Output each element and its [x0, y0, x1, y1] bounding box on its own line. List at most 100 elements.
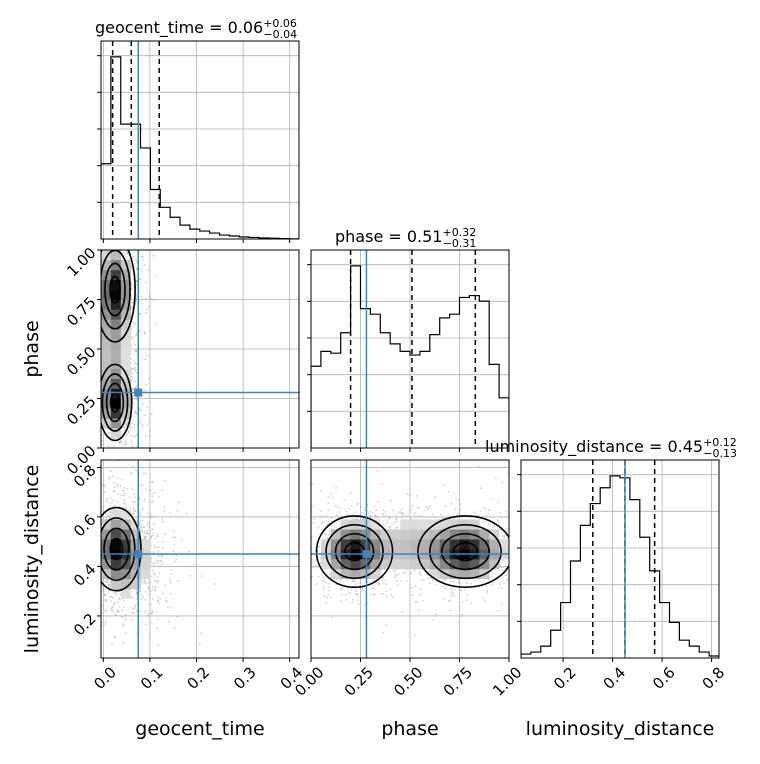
scatter-point — [102, 604, 104, 606]
scatter-point — [111, 242, 113, 244]
scatter-point — [479, 509, 482, 512]
scatter-point — [150, 536, 153, 539]
scatter-point — [134, 335, 137, 337]
density-cell — [419, 539, 431, 550]
scatter-point — [372, 579, 375, 581]
scatter-point — [432, 579, 434, 582]
scatter-point — [148, 294, 151, 297]
scatter-point — [94, 314, 96, 316]
scatter-point — [347, 580, 350, 583]
density-cell — [449, 519, 460, 530]
scatter-point — [139, 330, 142, 332]
scatter-point — [141, 579, 143, 581]
scatter-point — [103, 456, 105, 458]
scatter-point — [112, 597, 114, 599]
scatter-point — [98, 431, 100, 433]
scatter-point — [160, 518, 163, 520]
scatter-point — [327, 496, 330, 498]
scatter-point — [114, 458, 116, 460]
scatter-point — [163, 505, 166, 508]
scatter-point — [152, 500, 154, 502]
scatter-point — [497, 610, 499, 612]
scatter-point — [434, 516, 436, 519]
scatter-point — [156, 618, 159, 620]
scatter-point — [73, 503, 75, 505]
scatter-point — [94, 556, 96, 558]
scatter-point — [146, 532, 149, 535]
scatter-point — [133, 353, 136, 355]
scatter-point — [63, 536, 65, 538]
scatter-point — [88, 647, 90, 649]
scatter-point — [149, 515, 152, 518]
scatter-point — [97, 581, 99, 583]
scatter-point — [95, 587, 97, 589]
scatter-point — [92, 590, 94, 592]
scatter-point — [77, 562, 79, 564]
scatter-point — [95, 546, 97, 548]
scatter-point — [500, 530, 503, 532]
density-cell — [130, 539, 141, 550]
scatter-point — [497, 587, 500, 589]
density-cell — [101, 250, 112, 261]
scatter-point — [151, 495, 154, 498]
scatter-point — [135, 350, 138, 353]
scatter-point — [374, 514, 377, 517]
scatter-point — [58, 575, 60, 577]
density-cell — [330, 539, 341, 550]
scatter-point — [155, 323, 157, 326]
scatter-point — [89, 551, 91, 553]
scatter-point — [134, 410, 136, 412]
scatter-point — [130, 284, 133, 286]
scatter-point — [92, 363, 94, 365]
scatter-point — [373, 593, 375, 596]
scatter-point — [130, 472, 133, 475]
density-cell — [410, 559, 421, 570]
contour-line — [428, 524, 502, 580]
scatter-point — [97, 553, 99, 555]
scatter-point — [165, 599, 167, 602]
scatter-point — [104, 623, 106, 625]
scatter-point — [144, 536, 146, 539]
density-cell — [110, 578, 122, 589]
density-cell — [459, 539, 470, 550]
scatter-point — [150, 603, 152, 606]
scatter-point — [113, 490, 116, 493]
scatter-point — [102, 510, 104, 512]
scatter-point — [501, 569, 504, 571]
scatter-point — [148, 522, 150, 525]
scatter-point — [145, 281, 147, 284]
scatter-point — [328, 586, 330, 589]
density-cell — [110, 519, 122, 530]
scatter-point — [95, 330, 97, 332]
scatter-point — [323, 595, 326, 598]
scatter-point — [127, 430, 130, 433]
scatter-point — [356, 502, 359, 505]
scatter-point — [114, 602, 116, 605]
scatter-point — [383, 524, 385, 526]
scatter-point — [98, 526, 100, 528]
scatter-point — [109, 595, 112, 598]
scatter-point — [126, 252, 129, 255]
scatter-point — [500, 516, 502, 519]
scatter-point — [450, 595, 453, 598]
scatter-point — [106, 244, 108, 246]
scatter-point — [103, 590, 105, 593]
scatter-point — [153, 564, 156, 567]
scatter-point — [169, 511, 172, 514]
scatter-point — [387, 525, 390, 528]
y-axis-label-luminosity_distance: luminosity_distance — [21, 465, 43, 654]
scatter-point — [335, 486, 338, 489]
scatter-point — [392, 509, 394, 512]
scatter-point — [143, 414, 146, 416]
scatter-point — [105, 599, 108, 601]
scatter-point — [123, 606, 125, 609]
scatter-point — [113, 504, 116, 507]
scatter-point — [503, 582, 506, 585]
scatter-point — [517, 483, 519, 485]
scatter-point — [300, 545, 302, 547]
scatter-point — [85, 552, 87, 554]
scatter-point — [135, 385, 138, 387]
scatter-point — [151, 611, 154, 614]
